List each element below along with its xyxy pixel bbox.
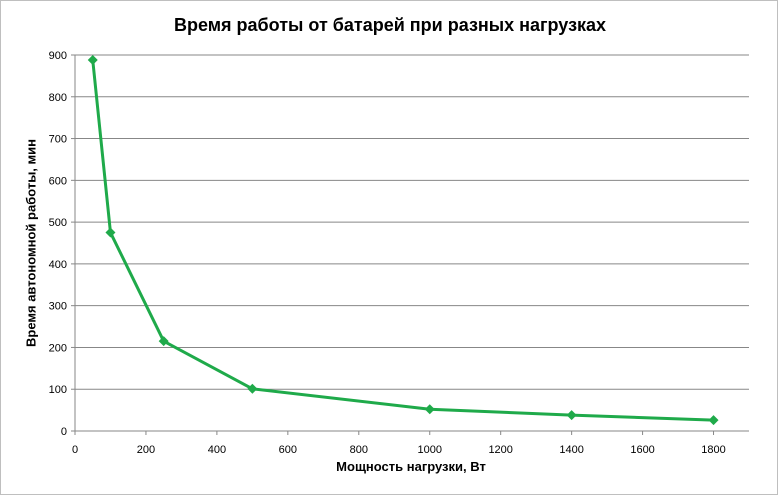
y-tick-label: 400 (49, 259, 67, 271)
data-point-marker (566, 410, 577, 421)
data-point-marker (87, 55, 98, 66)
y-tick-label: 900 (49, 50, 67, 62)
x-tick-label: 1800 (701, 444, 725, 456)
y-tick-label: 100 (49, 384, 67, 396)
data-point-marker (105, 227, 116, 238)
x-tick-label: 1000 (417, 444, 441, 456)
x-tick-label: 0 (72, 444, 78, 456)
x-tick-label: 800 (350, 444, 368, 456)
y-tick-label: 700 (49, 134, 67, 146)
x-tick-label: 1200 (488, 444, 512, 456)
y-tick-label: 800 (49, 92, 67, 104)
y-tick-label: 0 (61, 426, 67, 438)
series-line (91, 59, 714, 422)
chart-title: Время работы от батарей при разных нагру… (173, 15, 607, 35)
data-point-marker (424, 404, 435, 415)
y-axis-label: Время автономной работы, мин (23, 139, 39, 347)
x-tick-label: 1600 (630, 444, 654, 456)
x-tick-label: 200 (137, 444, 155, 456)
y-tick-label: 300 (49, 301, 67, 313)
y-tick-label: 200 (49, 342, 67, 354)
y-tick-label: 500 (49, 217, 67, 229)
x-axis-label: Мощность нагрузки, Вт (336, 459, 486, 474)
data-point-marker (708, 415, 719, 426)
x-tick-label: 1400 (559, 444, 583, 456)
y-tick-label: 600 (49, 175, 67, 187)
x-tick-label: 600 (279, 444, 297, 456)
data-point-marker (158, 336, 169, 347)
data-point-marker (247, 383, 258, 394)
x-tick-label: 400 (208, 444, 226, 456)
